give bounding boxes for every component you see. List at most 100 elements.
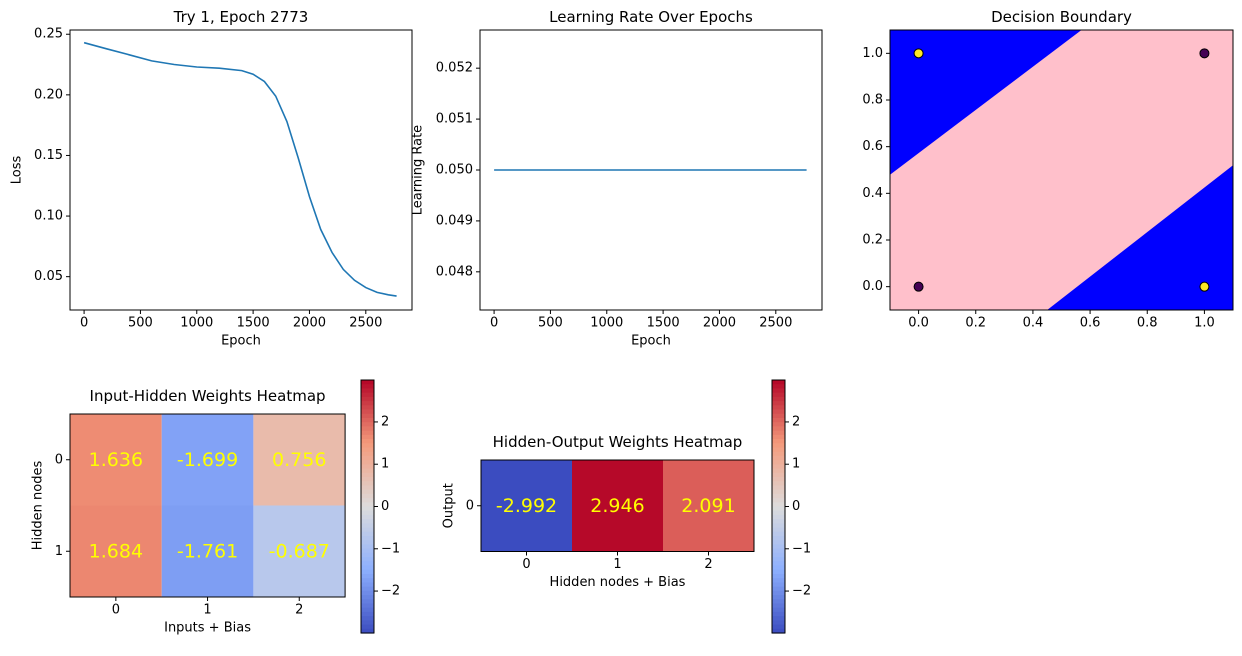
colorbar-segment — [361, 430, 374, 436]
colorbar-segment — [772, 607, 785, 613]
colorbar-segment — [772, 388, 785, 394]
x-tick-label: 500 — [538, 316, 563, 331]
colorbar-segment — [361, 447, 374, 453]
colorbar-segment — [772, 380, 785, 385]
region-class-1 — [1047, 165, 1233, 310]
x-axis-label: Inputs + Bias — [164, 621, 251, 636]
colorbar-segment — [772, 422, 785, 427]
colorbar-segment — [772, 510, 785, 516]
y-tick-label: 0.048 — [436, 264, 473, 279]
x-tick-label: 1 — [203, 603, 211, 618]
heatmap-cell — [70, 505, 162, 597]
x-axis-label: Epoch — [221, 334, 261, 349]
colorbar-segment — [772, 586, 785, 592]
x-tick-label: 2000 — [703, 316, 736, 331]
colorbar-segment — [772, 455, 785, 461]
colorbar-segment — [361, 502, 374, 508]
x-tick-label: 0 — [80, 316, 88, 331]
colorbar-segment — [361, 573, 374, 579]
colorbar-segment — [361, 514, 374, 520]
colorbar-segment — [361, 611, 374, 617]
colorbar-segment — [772, 616, 785, 621]
x-tick-label: 2500 — [759, 316, 792, 331]
colorbar-segment — [772, 451, 785, 457]
y-tick-label: 0.0 — [862, 279, 883, 294]
colorbar-segment — [361, 527, 374, 533]
colorbar-segment — [361, 396, 374, 402]
x-axis-label: Epoch — [631, 334, 671, 349]
x-tick-label: 500 — [128, 316, 153, 331]
colorbar-tick-label: 1 — [792, 457, 800, 472]
colorbar-segment — [772, 565, 785, 571]
colorbar-tick-label: 0 — [381, 499, 389, 514]
colorbar-segment — [361, 443, 374, 449]
line-series — [83, 41, 397, 297]
colorbar-segment — [772, 405, 785, 411]
colorbar-segment — [772, 603, 785, 609]
colorbar-segment — [361, 565, 374, 571]
colorbar-segment — [361, 510, 374, 516]
colorbar-segment — [772, 590, 785, 596]
colorbar-tick-label: −2 — [381, 584, 400, 599]
colorbar-segment — [361, 439, 374, 444]
colorbar-segment — [361, 582, 374, 588]
colorbar-segment — [772, 544, 785, 550]
colorbar-segment — [361, 523, 374, 529]
y-tick-label: 0.05 — [34, 269, 63, 284]
colorbar-segment — [361, 603, 374, 609]
plot-frame — [69, 29, 413, 311]
y-tick-label: 1.0 — [862, 46, 883, 61]
region-class-1 — [890, 30, 1082, 175]
colorbar-segment — [772, 439, 785, 444]
chart-title: Input-Hidden Weights Heatmap — [90, 387, 326, 405]
colorbar-segment — [772, 417, 785, 423]
x-tick-label: 0.2 — [965, 316, 986, 331]
y-axis-label: Output — [442, 483, 457, 528]
colorbar-segment — [361, 388, 374, 394]
chart-title: Decision Boundary — [991, 8, 1132, 26]
colorbar-segment — [772, 611, 785, 617]
x-tick-label: 2500 — [349, 316, 382, 331]
y-axis-label: Learning Rate — [411, 125, 426, 215]
colorbar-segment — [361, 561, 374, 567]
cell-value: 1.636 — [89, 449, 143, 471]
colorbar-segment — [361, 392, 374, 398]
x-tick-label: 1500 — [237, 316, 270, 331]
colorbar-segment — [361, 455, 374, 461]
x-tick-label: 1.0 — [1194, 316, 1215, 331]
x-tick-label: 1500 — [647, 316, 680, 331]
colorbar-segment — [361, 476, 374, 482]
colorbar-segment — [772, 498, 785, 503]
colorbar-segment — [361, 434, 374, 440]
y-tick-label: 0.20 — [34, 87, 63, 102]
y-tick-label: 0.051 — [436, 112, 473, 127]
colorbar-segment — [361, 489, 374, 495]
colorbar-segment — [361, 557, 374, 562]
colorbar-segment — [361, 624, 374, 630]
colorbar-segment — [772, 506, 785, 512]
colorbar-segment — [361, 401, 374, 406]
colorbar-segment — [361, 569, 374, 575]
colorbar-segment — [772, 426, 785, 432]
colorbar-segment — [361, 578, 374, 583]
y-tick-label: 0 — [466, 498, 474, 513]
colorbar-segment — [361, 506, 374, 512]
colorbar-segment — [772, 485, 785, 491]
x-tick-label: 2 — [295, 603, 303, 618]
colorbar-segment — [361, 468, 374, 474]
colorbar-segment — [361, 544, 374, 550]
cell-value: 2.946 — [590, 495, 644, 517]
data-point — [913, 48, 924, 59]
colorbar-segment — [361, 380, 374, 385]
x-tick-label: 0.4 — [1023, 316, 1044, 331]
x-tick-label: 0 — [522, 557, 530, 572]
colorbar-segment — [772, 502, 785, 508]
colorbar-tick-label: 2 — [792, 414, 800, 429]
colorbar-segment — [772, 548, 785, 554]
colorbar-segment — [361, 460, 374, 465]
colorbar-segment — [772, 468, 785, 474]
colorbar-segment — [772, 443, 785, 449]
chart-title: Learning Rate Over Epochs — [549, 8, 753, 26]
cell-value: 0.756 — [272, 449, 326, 471]
colorbar-segment — [772, 409, 785, 415]
